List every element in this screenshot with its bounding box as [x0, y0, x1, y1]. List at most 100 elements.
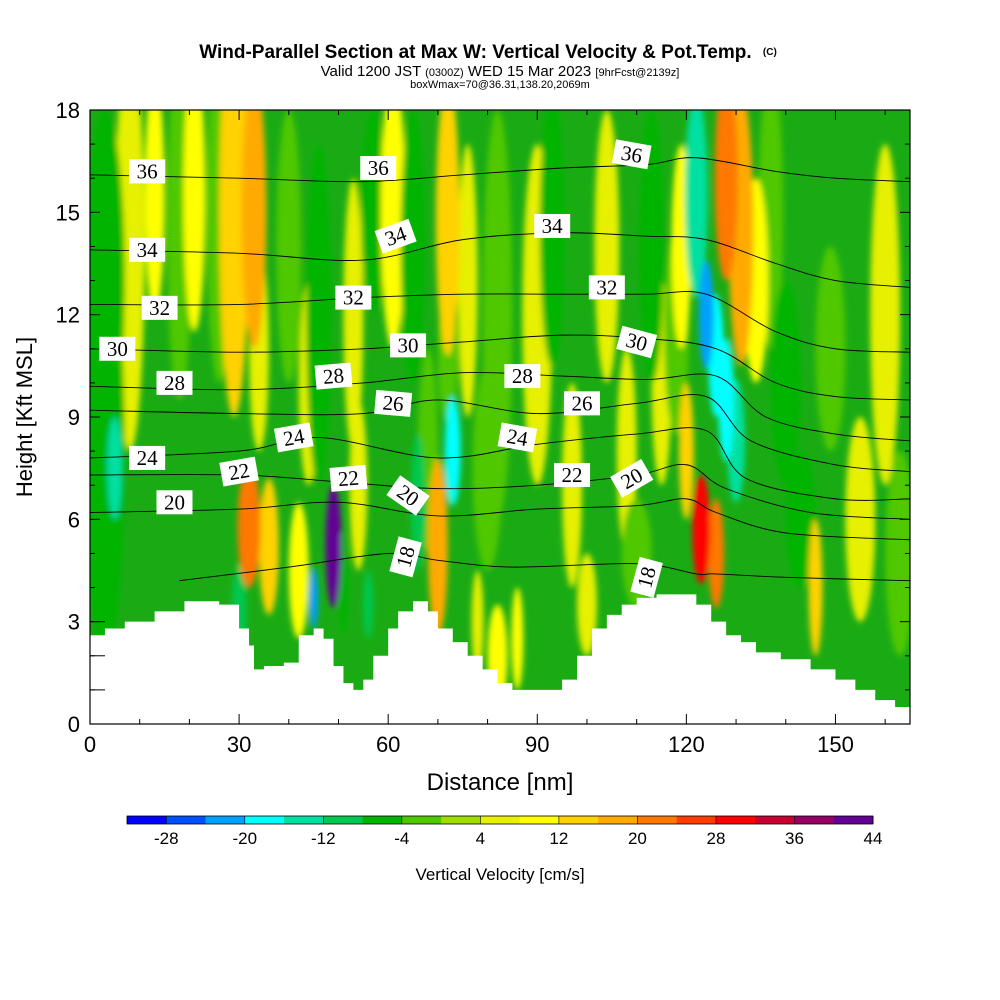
contour-label-box	[360, 155, 397, 180]
contour-label-box	[374, 389, 413, 417]
contour-label: 18	[630, 556, 663, 598]
contour-label: 22	[219, 456, 259, 487]
velocity-cell	[482, 110, 513, 520]
isentrope-20	[90, 498, 910, 541]
contour-label-text: 32	[596, 275, 617, 299]
isentrope-26	[90, 394, 910, 473]
contour-label: 30	[390, 333, 427, 358]
isentrope-24	[90, 427, 910, 501]
contour-label: 28	[156, 370, 193, 395]
contour-label: 20	[156, 490, 193, 515]
colorbar-swatch	[401, 816, 442, 824]
colorbar-swatch	[598, 816, 638, 824]
velocity-cell	[427, 457, 448, 636]
velocity-cell	[692, 474, 711, 585]
contour-label-text: 30	[107, 337, 128, 361]
contour-label: 34	[129, 237, 166, 262]
contour-label-box	[156, 490, 193, 515]
chart-title: Wind-Parallel Section at Max W: Vertical…	[199, 42, 777, 63]
contour-label: 30	[99, 336, 136, 361]
colorbar-tick-label: -4	[394, 829, 409, 848]
contour-label-text: 36	[137, 159, 158, 183]
velocity-cell	[237, 464, 261, 588]
colorbar-tick-label: 20	[628, 829, 647, 848]
velocity-cell	[698, 260, 714, 370]
contour-label-box	[386, 475, 430, 516]
velocity-cell	[511, 587, 524, 690]
contour-label-box	[156, 370, 193, 395]
isentrope-36	[90, 157, 910, 183]
contour-label-box	[554, 462, 591, 487]
contour-label-box	[616, 325, 658, 359]
isentrope-32	[90, 291, 910, 353]
valid-time-prefix: Valid 1200 JST	[321, 63, 421, 80]
contour-label-text: 24	[281, 424, 306, 451]
contour-label-box	[219, 456, 259, 487]
colorbar-swatch	[127, 816, 167, 824]
colorbar-swatch	[755, 816, 795, 824]
velocity-cell	[714, 110, 738, 281]
colorbar-swatch	[441, 816, 481, 824]
velocity-cell	[808, 519, 823, 656]
contour-label-text: 30	[398, 333, 419, 357]
y-tick-label: 18	[56, 98, 80, 123]
contour-label: 36	[360, 155, 397, 180]
contour-label: 22	[329, 464, 368, 492]
contour-label-box	[389, 536, 422, 578]
velocity-cell	[594, 110, 620, 383]
contour-label: 36	[611, 139, 652, 170]
contour-label-text: 24	[505, 424, 530, 451]
contour-label: 34	[534, 213, 571, 238]
contour-label: 26	[374, 389, 413, 417]
contour-label: 32	[335, 285, 372, 310]
velocity-cell	[870, 144, 901, 486]
isentrope-18	[179, 552, 910, 582]
x-tick-label: 120	[668, 732, 705, 757]
velocity-cell	[363, 570, 374, 639]
colorbar-swatch	[794, 816, 835, 824]
velocity-cell	[306, 144, 332, 486]
contour-label-text: 20	[164, 490, 185, 514]
contour-label-text: 34	[137, 238, 159, 262]
contour-label: 26	[564, 391, 600, 416]
terrain-mask	[90, 594, 910, 724]
velocity-cell	[785, 451, 816, 588]
velocity-cell	[770, 280, 801, 486]
colorbar-swatch	[323, 816, 364, 824]
contour-label: 30	[616, 325, 658, 359]
colorbar-tick-label: -28	[154, 829, 179, 848]
contour-label-box	[99, 336, 136, 361]
isentrope-22	[90, 463, 910, 520]
contour-label-text: 24	[137, 446, 159, 470]
contour-label-box	[374, 218, 417, 254]
contour-label-text: 36	[368, 156, 389, 180]
x-tick-label: 90	[525, 732, 549, 757]
y-tick-label: 0	[68, 712, 80, 737]
velocity-cell	[708, 498, 725, 609]
contour-label-text: 28	[322, 363, 345, 389]
contour-label-box	[329, 464, 368, 492]
velocity-cell	[107, 417, 123, 520]
velocity-cell	[845, 416, 876, 622]
velocity-cell	[718, 338, 735, 462]
contour-label-box	[390, 333, 427, 358]
contour-label-text: 26	[572, 391, 593, 415]
velocity-cell	[288, 502, 309, 639]
colorbar-swatch	[715, 816, 756, 824]
velocity-cell	[639, 110, 664, 383]
contour-label-box	[564, 391, 600, 416]
contour-label-text: 32	[149, 296, 170, 320]
y-axis-label: Height [Kft MSL]	[12, 337, 37, 497]
valid-time-day: WED 15 Mar 2023	[468, 63, 591, 80]
contour-label-text: 22	[562, 463, 583, 487]
contour-label-box	[534, 213, 571, 238]
x-tick-label: 60	[376, 732, 400, 757]
colorbar-tick-label: 4	[476, 829, 485, 848]
velocity-cell	[444, 396, 461, 506]
colorbar-tick-label: -20	[233, 829, 258, 848]
velocity-cell	[343, 178, 364, 452]
colorbar-swatch	[284, 816, 324, 824]
contour-label: 28	[314, 362, 353, 390]
